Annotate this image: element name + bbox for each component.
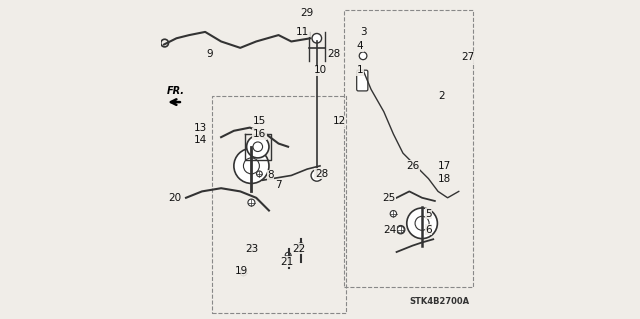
Text: 29: 29 bbox=[301, 8, 314, 18]
Text: 9: 9 bbox=[207, 49, 213, 59]
Text: 28: 28 bbox=[315, 169, 328, 179]
Text: 4: 4 bbox=[356, 41, 363, 51]
Circle shape bbox=[246, 136, 269, 158]
Circle shape bbox=[390, 211, 397, 217]
Text: 18: 18 bbox=[438, 174, 451, 184]
Circle shape bbox=[312, 33, 321, 43]
Circle shape bbox=[298, 243, 304, 249]
Text: 28: 28 bbox=[328, 49, 341, 59]
Text: 8: 8 bbox=[268, 170, 274, 181]
Circle shape bbox=[250, 244, 256, 250]
FancyBboxPatch shape bbox=[356, 70, 368, 91]
Text: 3: 3 bbox=[360, 27, 366, 37]
Text: 14: 14 bbox=[194, 135, 207, 145]
Text: 1: 1 bbox=[356, 65, 363, 75]
Text: 7: 7 bbox=[275, 180, 282, 190]
Text: FR.: FR. bbox=[167, 86, 185, 96]
Circle shape bbox=[397, 226, 405, 234]
Text: 24: 24 bbox=[383, 225, 397, 235]
Text: 21: 21 bbox=[280, 256, 293, 267]
Circle shape bbox=[407, 208, 437, 239]
Circle shape bbox=[285, 252, 291, 258]
Text: 26: 26 bbox=[406, 161, 419, 171]
Text: 20: 20 bbox=[168, 193, 181, 203]
Text: 27: 27 bbox=[461, 52, 475, 63]
Text: 11: 11 bbox=[296, 27, 309, 37]
Text: 17: 17 bbox=[438, 161, 451, 171]
Bar bbox=[212, 96, 346, 313]
Circle shape bbox=[248, 199, 255, 206]
Text: 22: 22 bbox=[292, 244, 306, 254]
Circle shape bbox=[234, 148, 269, 183]
Text: 5: 5 bbox=[425, 209, 432, 219]
Text: 13: 13 bbox=[194, 122, 207, 133]
Text: 2: 2 bbox=[438, 91, 445, 101]
Circle shape bbox=[240, 270, 246, 276]
Text: 6: 6 bbox=[425, 225, 432, 235]
Circle shape bbox=[257, 171, 262, 177]
Text: 25: 25 bbox=[382, 193, 396, 203]
Circle shape bbox=[397, 226, 404, 233]
Text: 10: 10 bbox=[314, 65, 326, 75]
Text: STK4B2700A: STK4B2700A bbox=[410, 297, 470, 306]
Text: 16: 16 bbox=[253, 129, 266, 139]
Text: 19: 19 bbox=[236, 266, 248, 276]
Text: 12: 12 bbox=[333, 116, 346, 126]
Circle shape bbox=[311, 170, 323, 181]
Bar bbox=[344, 10, 473, 287]
Text: 23: 23 bbox=[244, 244, 258, 254]
Text: 15: 15 bbox=[253, 116, 266, 126]
Circle shape bbox=[359, 52, 367, 60]
